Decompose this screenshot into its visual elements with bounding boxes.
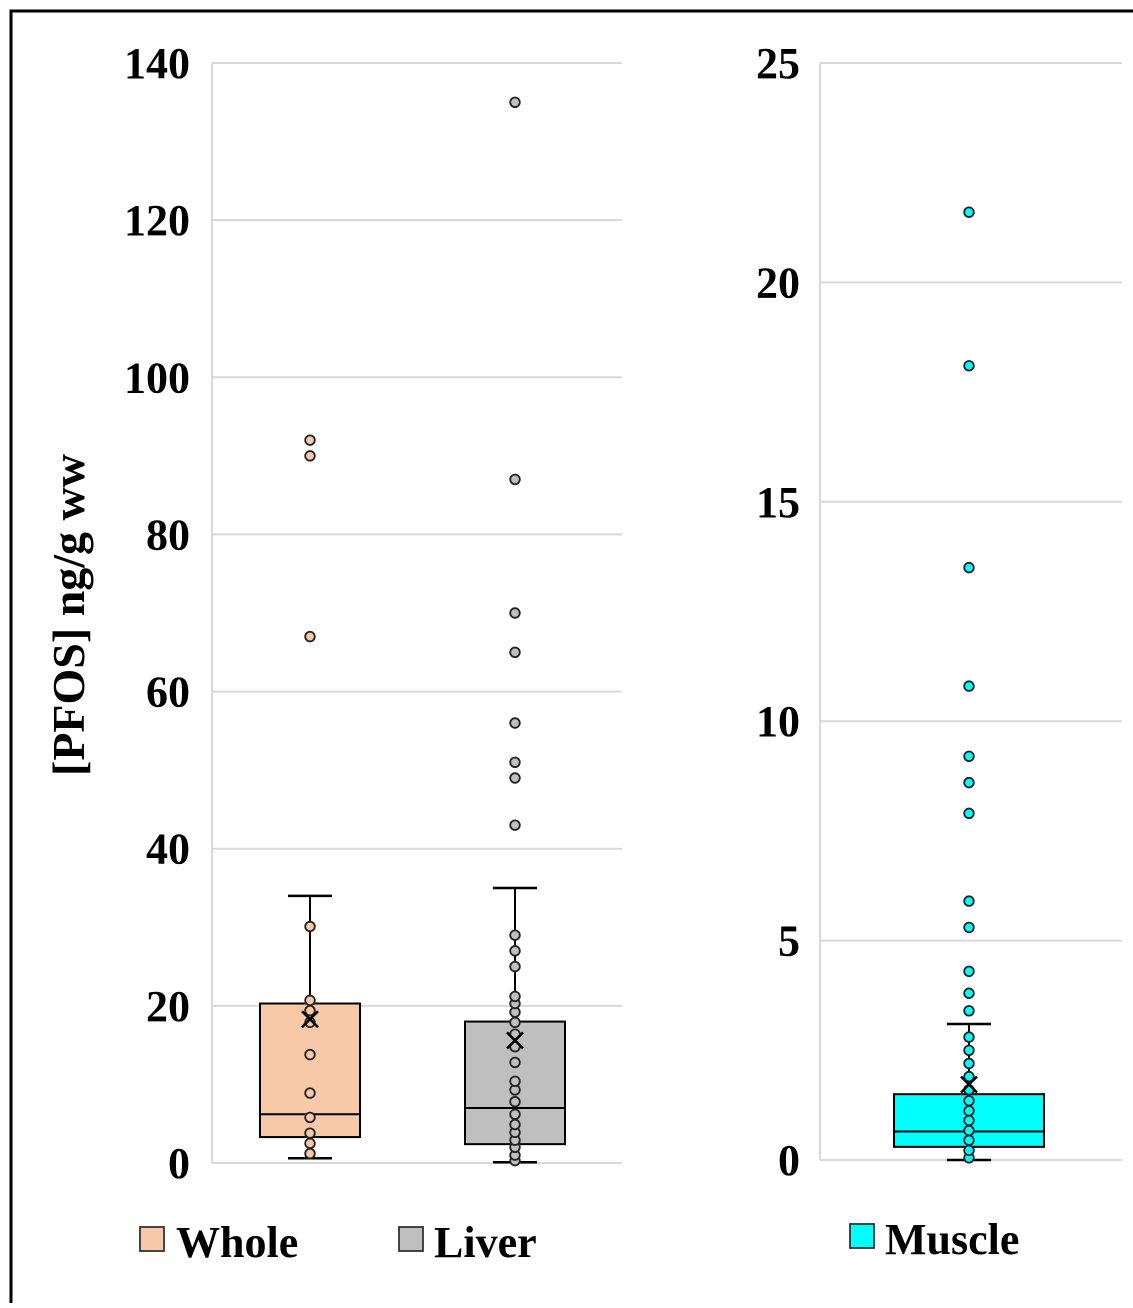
data-point: [964, 1106, 974, 1116]
y-tick-label-100: 100: [124, 353, 190, 402]
data-point: [510, 1120, 520, 1130]
data-point: [510, 1018, 520, 1028]
data-point: [964, 988, 974, 998]
data-point: [964, 1006, 974, 1016]
y-tick-label-0: 0: [168, 1139, 190, 1188]
data-point: [510, 1109, 520, 1119]
data-point: [305, 1006, 315, 1016]
data-point: [964, 1135, 974, 1145]
data-point: [510, 930, 520, 940]
y-tick-label-20: 20: [756, 258, 800, 307]
data-point: [305, 996, 315, 1006]
data-point: [510, 1058, 520, 1068]
data-point: [510, 992, 520, 1002]
legend-label: Whole: [176, 1218, 298, 1267]
y-tick-label-15: 15: [756, 478, 800, 527]
data-point: [510, 962, 520, 972]
data-point: [305, 1139, 315, 1149]
y-tick-label-60: 60: [146, 668, 190, 717]
data-point: [510, 647, 520, 657]
data-point: [305, 435, 315, 445]
legend-swatch: [850, 1224, 874, 1248]
data-point: [510, 1097, 520, 1107]
data-point: [964, 207, 974, 217]
data-point: [305, 632, 315, 642]
y-tick-label-120: 120: [124, 196, 190, 245]
data-point: [964, 809, 974, 819]
data-point: [510, 757, 520, 767]
data-point: [305, 922, 315, 932]
data-point: [964, 1126, 974, 1136]
y-tick-label-40: 40: [146, 825, 190, 874]
data-point: [510, 946, 520, 956]
data-point: [510, 820, 520, 830]
data-point: [305, 1050, 315, 1060]
data-point: [305, 1088, 315, 1098]
data-point: [964, 752, 974, 762]
data-point: [964, 1116, 974, 1126]
y-tick-label-140: 140: [124, 39, 190, 88]
data-point: [510, 475, 520, 485]
data-point: [510, 718, 520, 728]
data-point: [964, 1032, 974, 1042]
data-point: [510, 97, 520, 107]
data-point: [305, 1113, 315, 1123]
data-point: [510, 1076, 520, 1086]
data-point: [964, 896, 974, 906]
data-point: [964, 1059, 974, 1069]
data-point: [964, 681, 974, 691]
data-point: [964, 778, 974, 788]
y-tick-label-25: 25: [756, 39, 800, 88]
y-axis-label: [PFOS] ng/g ww: [43, 454, 94, 776]
data-point: [305, 1128, 315, 1138]
data-point: [964, 1096, 974, 1106]
y-tick-label-0: 0: [778, 1136, 800, 1185]
data-point: [964, 1046, 974, 1056]
data-point: [305, 451, 315, 461]
legend-swatch: [140, 1227, 164, 1251]
data-point: [964, 923, 974, 933]
legend-label: Liver: [434, 1218, 537, 1267]
y-tick-label-20: 20: [146, 982, 190, 1031]
y-tick-label-80: 80: [146, 510, 190, 559]
y-tick-label-10: 10: [756, 697, 800, 746]
data-point: [510, 608, 520, 618]
y-tick-label-5: 5: [778, 917, 800, 966]
data-point: [964, 1146, 974, 1156]
data-point: [964, 967, 974, 977]
data-point: [305, 1149, 315, 1159]
legend-label: Muscle: [885, 1215, 1019, 1264]
data-point: [964, 563, 974, 573]
data-point: [510, 773, 520, 783]
data-point: [964, 361, 974, 371]
legend-swatch: [399, 1227, 423, 1251]
